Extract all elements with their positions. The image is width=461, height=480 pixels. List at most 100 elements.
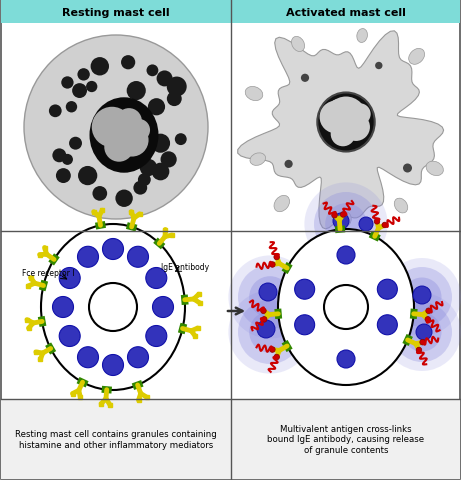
Ellipse shape <box>409 49 425 65</box>
Circle shape <box>257 320 275 338</box>
Circle shape <box>77 69 90 82</box>
Circle shape <box>378 315 397 335</box>
Circle shape <box>319 101 352 134</box>
Circle shape <box>146 268 167 289</box>
Circle shape <box>69 137 82 150</box>
Circle shape <box>92 108 132 148</box>
Polygon shape <box>238 32 443 229</box>
Circle shape <box>167 92 182 107</box>
Circle shape <box>332 213 337 218</box>
Ellipse shape <box>89 98 159 173</box>
Ellipse shape <box>274 196 290 212</box>
Circle shape <box>325 204 367 245</box>
Circle shape <box>249 276 291 318</box>
Circle shape <box>392 302 452 362</box>
Bar <box>231 399 460 479</box>
Ellipse shape <box>426 162 443 176</box>
Circle shape <box>301 74 309 83</box>
Circle shape <box>127 82 146 101</box>
Circle shape <box>61 77 74 89</box>
Circle shape <box>228 291 312 374</box>
Circle shape <box>413 287 431 304</box>
Circle shape <box>337 350 355 368</box>
Ellipse shape <box>278 229 414 385</box>
Circle shape <box>274 255 279 260</box>
Ellipse shape <box>357 29 367 43</box>
Circle shape <box>270 262 275 268</box>
Circle shape <box>77 347 99 368</box>
Circle shape <box>329 100 347 118</box>
Ellipse shape <box>291 37 305 52</box>
Circle shape <box>274 354 279 360</box>
Circle shape <box>238 300 302 364</box>
Circle shape <box>175 134 187 146</box>
Circle shape <box>426 308 431 314</box>
Circle shape <box>66 102 77 113</box>
Circle shape <box>102 239 124 260</box>
Circle shape <box>325 97 366 138</box>
Circle shape <box>342 114 370 142</box>
Circle shape <box>333 214 349 229</box>
Bar <box>1 399 231 479</box>
Circle shape <box>295 280 315 300</box>
Text: IgE antibody: IgE antibody <box>161 263 209 272</box>
Circle shape <box>24 36 208 219</box>
Circle shape <box>128 247 148 268</box>
Circle shape <box>402 313 442 352</box>
Circle shape <box>121 56 135 70</box>
Circle shape <box>160 152 177 168</box>
Circle shape <box>378 280 397 300</box>
Circle shape <box>116 109 142 134</box>
Circle shape <box>115 190 133 207</box>
Circle shape <box>77 247 99 268</box>
Circle shape <box>228 256 312 339</box>
Text: Resting mast cell contains granules containing
histamine and other inflammatory : Resting mast cell contains granules cont… <box>15 430 217 449</box>
Ellipse shape <box>317 93 375 152</box>
Ellipse shape <box>245 87 263 101</box>
Circle shape <box>59 268 80 289</box>
Circle shape <box>374 219 380 225</box>
Circle shape <box>49 105 62 118</box>
Circle shape <box>128 347 148 368</box>
Circle shape <box>359 217 373 231</box>
Circle shape <box>72 84 87 99</box>
Circle shape <box>416 324 432 340</box>
Circle shape <box>270 347 275 353</box>
Circle shape <box>56 169 71 184</box>
Circle shape <box>331 122 355 147</box>
Ellipse shape <box>341 213 351 227</box>
Circle shape <box>140 159 157 177</box>
Circle shape <box>382 223 388 228</box>
Circle shape <box>261 317 267 323</box>
Circle shape <box>104 133 134 162</box>
Circle shape <box>249 312 291 353</box>
Circle shape <box>402 278 442 317</box>
Ellipse shape <box>250 154 266 166</box>
Circle shape <box>153 297 173 318</box>
Circle shape <box>349 104 371 125</box>
Circle shape <box>128 120 150 142</box>
Circle shape <box>91 58 109 76</box>
Circle shape <box>295 315 315 335</box>
Circle shape <box>53 297 73 318</box>
Circle shape <box>102 355 124 376</box>
Circle shape <box>375 63 383 70</box>
Circle shape <box>259 283 277 301</box>
Circle shape <box>416 348 422 353</box>
Circle shape <box>59 326 80 347</box>
Text: Activated mast cell: Activated mast cell <box>285 8 405 18</box>
Ellipse shape <box>41 225 185 390</box>
Circle shape <box>420 340 426 345</box>
Bar <box>231 1 460 24</box>
Circle shape <box>115 124 148 157</box>
Circle shape <box>62 155 73 166</box>
Circle shape <box>138 174 151 187</box>
Circle shape <box>167 77 187 97</box>
Bar <box>246 41 446 215</box>
Circle shape <box>403 164 412 173</box>
Circle shape <box>78 167 97 186</box>
Circle shape <box>89 283 137 331</box>
Circle shape <box>238 265 302 329</box>
Text: Fce receptor I: Fce receptor I <box>22 269 74 278</box>
Circle shape <box>152 163 169 181</box>
